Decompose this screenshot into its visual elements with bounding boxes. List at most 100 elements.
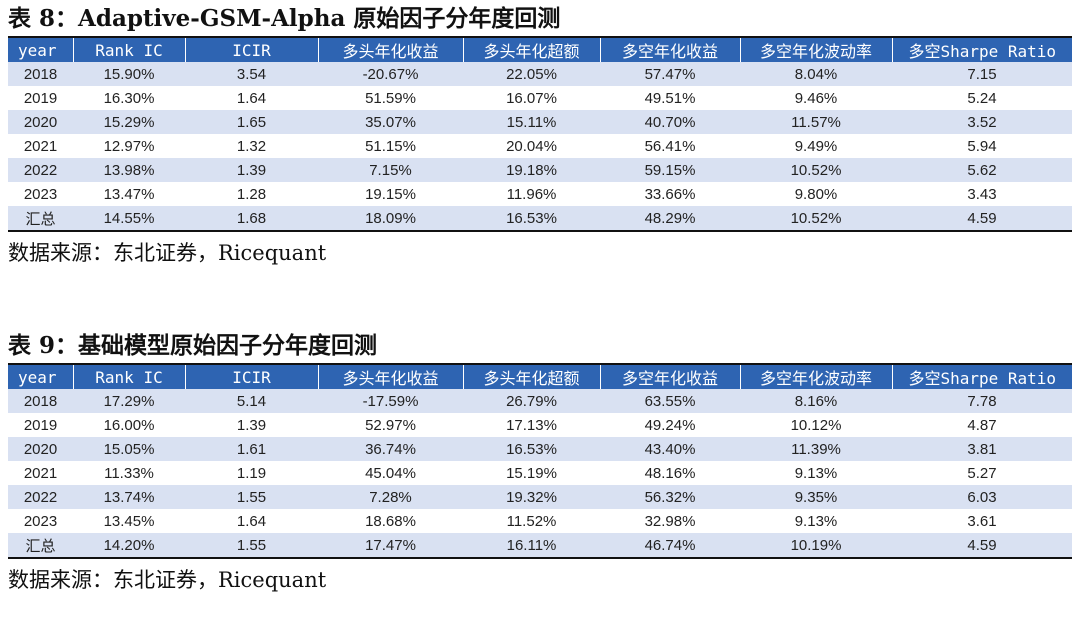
table8-col-header: 多空年化波动率 <box>739 38 892 62</box>
table8-cell: 49.51% <box>600 86 740 110</box>
table8-cell: -20.67% <box>318 62 463 86</box>
table9-cell: 11.52% <box>463 509 600 533</box>
table9-col-header: year <box>8 365 73 389</box>
table8-body: 2018 15.90% 3.54 -20.67% 22.05% 57.47% 8.04% 7.… <box>8 62 1072 232</box>
table8-cell: 5.24 <box>892 86 1072 110</box>
table9-cell: 9.13% <box>740 461 892 485</box>
table9-cell: 15.05% <box>73 437 185 461</box>
table8-cell: 1.64 <box>185 86 318 110</box>
table8-cell: 57.47% <box>600 62 740 86</box>
table8-cell: 19.15% <box>318 182 463 206</box>
table8-cell: 7.15% <box>318 158 463 182</box>
table8-cell: 35.07% <box>318 110 463 134</box>
table8-cell: 15.11% <box>463 110 600 134</box>
table9-cell: 4.87 <box>892 413 1072 437</box>
table8-cell: 2023 <box>8 182 73 206</box>
table9-cell: 1.19 <box>185 461 318 485</box>
table9-cell: 9.13% <box>740 509 892 533</box>
table9-cell: 1.55 <box>185 485 318 509</box>
table8-cell: 7.15 <box>892 62 1072 86</box>
table9-cell: 10.12% <box>740 413 892 437</box>
table8-cell: 20.04% <box>463 134 600 158</box>
table9-cell: 2023 <box>8 509 73 533</box>
table9-row: 2022 13.74% 1.55 7.28% 19.32% 56.32% 9.35% 6.03 <box>8 485 1072 509</box>
table9-cell: 5.14 <box>185 389 318 413</box>
table8-cell: 1.68 <box>185 206 318 232</box>
table8-cell: 12.97% <box>73 134 185 158</box>
table9-grid: year Rank IC ICIR 多头年化收益 多头年化超额 多空年化收益 多… <box>8 365 1072 559</box>
table8-cell: 51.15% <box>318 134 463 158</box>
table8-cell: 2018 <box>8 62 73 86</box>
table8-cell: 2020 <box>8 110 73 134</box>
table9-cell: 3.61 <box>892 509 1072 533</box>
table8-cell: 51.59% <box>318 86 463 110</box>
table8-row: 2022 13.98% 1.39 7.15% 19.18% 59.15% 10.52% 5.6… <box>8 158 1072 182</box>
table9-cell: 43.40% <box>600 437 740 461</box>
table9-cell: 14.20% <box>73 533 185 559</box>
table9-col-header: 多空年化收益 <box>599 365 740 389</box>
table9-title: 表 9：基础模型原始因子分年度回测 <box>8 331 1072 365</box>
table9-cell: 1.64 <box>185 509 318 533</box>
table8-cell: 汇总 <box>8 206 73 232</box>
table9-cell: 15.19% <box>463 461 600 485</box>
table8-cell: 8.04% <box>740 62 892 86</box>
table8-cell: 16.30% <box>73 86 185 110</box>
table8-cell: 18.09% <box>318 206 463 232</box>
table8-cell: 2022 <box>8 158 73 182</box>
table9-cell: 16.53% <box>463 437 600 461</box>
table8-col-header: 多头年化超额 <box>462 38 600 62</box>
table9-cell: 16.00% <box>73 413 185 437</box>
table9-cell: 1.61 <box>185 437 318 461</box>
table9-cell: 45.04% <box>318 461 463 485</box>
table9-cell: 46.74% <box>600 533 740 559</box>
table9-cell: 3.81 <box>892 437 1072 461</box>
table8-cell: 3.52 <box>892 110 1072 134</box>
table9-cell: 2021 <box>8 461 73 485</box>
table8-col-header: year <box>8 38 73 62</box>
table9-cell: 2019 <box>8 413 73 437</box>
table9-cell: 19.32% <box>463 485 600 509</box>
table9-cell: 5.27 <box>892 461 1072 485</box>
table9-cell: 63.55% <box>600 389 740 413</box>
table8-row: 汇总 14.55% 1.68 18.09% 16.53% 48.29% 10.52% 4.59 <box>8 206 1072 232</box>
table9-body: 2018 17.29% 5.14 -17.59% 26.79% 63.55% 8.16% 7.… <box>8 389 1072 559</box>
table9-row: 2023 13.45% 1.64 18.68% 11.52% 32.98% 9.13% 3.6… <box>8 509 1072 533</box>
table9-cell: 32.98% <box>600 509 740 533</box>
table8-cell: 48.29% <box>600 206 740 232</box>
table8-col-header: 多空Sharpe Ratio <box>891 38 1072 62</box>
table9-cell: 17.13% <box>463 413 600 437</box>
table9-cell: 13.45% <box>73 509 185 533</box>
table8-cell: 33.66% <box>600 182 740 206</box>
table8-cell: 9.80% <box>740 182 892 206</box>
table9-cell: 9.35% <box>740 485 892 509</box>
table8-cell: 56.41% <box>600 134 740 158</box>
table8-cell: 13.47% <box>73 182 185 206</box>
table9-cell: 汇总 <box>8 533 73 559</box>
table9-cell: 10.19% <box>740 533 892 559</box>
table9-cell: 1.39 <box>185 413 318 437</box>
table9-cell: 1.55 <box>185 533 318 559</box>
table9-cell: 49.24% <box>600 413 740 437</box>
table8-col-header: 多空年化收益 <box>599 38 740 62</box>
table8-cell: 4.59 <box>892 206 1072 232</box>
table8-cell: 16.07% <box>463 86 600 110</box>
table8-header-row: year Rank IC ICIR 多头年化收益 多头年化超额 多空年化收益 多… <box>8 38 1072 62</box>
table9-row: 2018 17.29% 5.14 -17.59% 26.79% 63.55% 8.16% 7.… <box>8 389 1072 413</box>
table8-cell: 11.57% <box>740 110 892 134</box>
table9-cell: 7.78 <box>892 389 1072 413</box>
table8-cell: 5.62 <box>892 158 1072 182</box>
table8-cell: 59.15% <box>600 158 740 182</box>
table8-row: 2021 12.97% 1.32 51.15% 20.04% 56.41% 9.49% 5.9… <box>8 134 1072 158</box>
table9-cell: 7.28% <box>318 485 463 509</box>
table9-cell: 11.33% <box>73 461 185 485</box>
table9-cell: 17.29% <box>73 389 185 413</box>
table9-col-header: 多头年化超额 <box>462 365 600 389</box>
table8-section: 表 8：Adaptive-GSM-Alpha 原始因子分年度回测 year Ra… <box>8 4 1072 268</box>
table9-row: 2021 11.33% 1.19 45.04% 15.19% 48.16% 9.13% 5.2… <box>8 461 1072 485</box>
table9-cell: -17.59% <box>318 389 463 413</box>
table8-cell: 15.90% <box>73 62 185 86</box>
table9-col-header: 多空年化波动率 <box>739 365 892 389</box>
table9-cell: 8.16% <box>740 389 892 413</box>
table8-cell: 2019 <box>8 86 73 110</box>
table8-cell: 9.46% <box>740 86 892 110</box>
